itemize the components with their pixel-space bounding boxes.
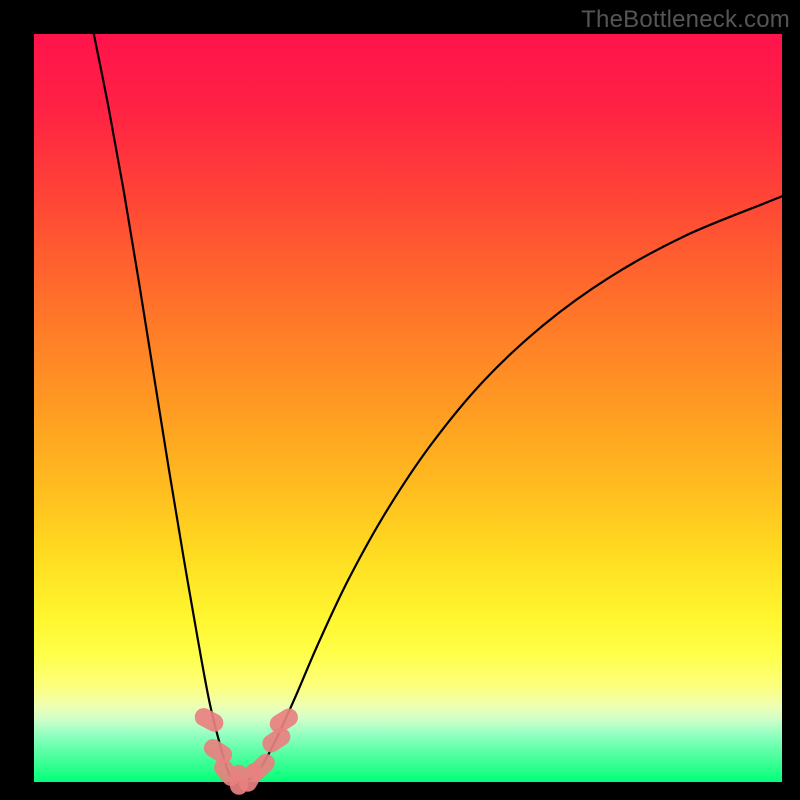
curve-marker bbox=[192, 705, 227, 735]
watermark-text: TheBottleneck.com bbox=[581, 6, 790, 34]
curve-marker bbox=[266, 705, 301, 736]
gradient-background bbox=[34, 34, 782, 782]
bottleneck-curve bbox=[94, 34, 782, 783]
curve-markers bbox=[192, 705, 302, 795]
curve-marker bbox=[201, 736, 236, 767]
curve-marker bbox=[210, 755, 243, 790]
curve-marker bbox=[259, 724, 294, 756]
curve-marker bbox=[244, 750, 278, 784]
curve-marker bbox=[230, 765, 248, 795]
chart-root: TheBottleneck.com bbox=[0, 0, 800, 800]
chart-svg bbox=[0, 0, 800, 800]
curve-marker bbox=[236, 760, 267, 795]
